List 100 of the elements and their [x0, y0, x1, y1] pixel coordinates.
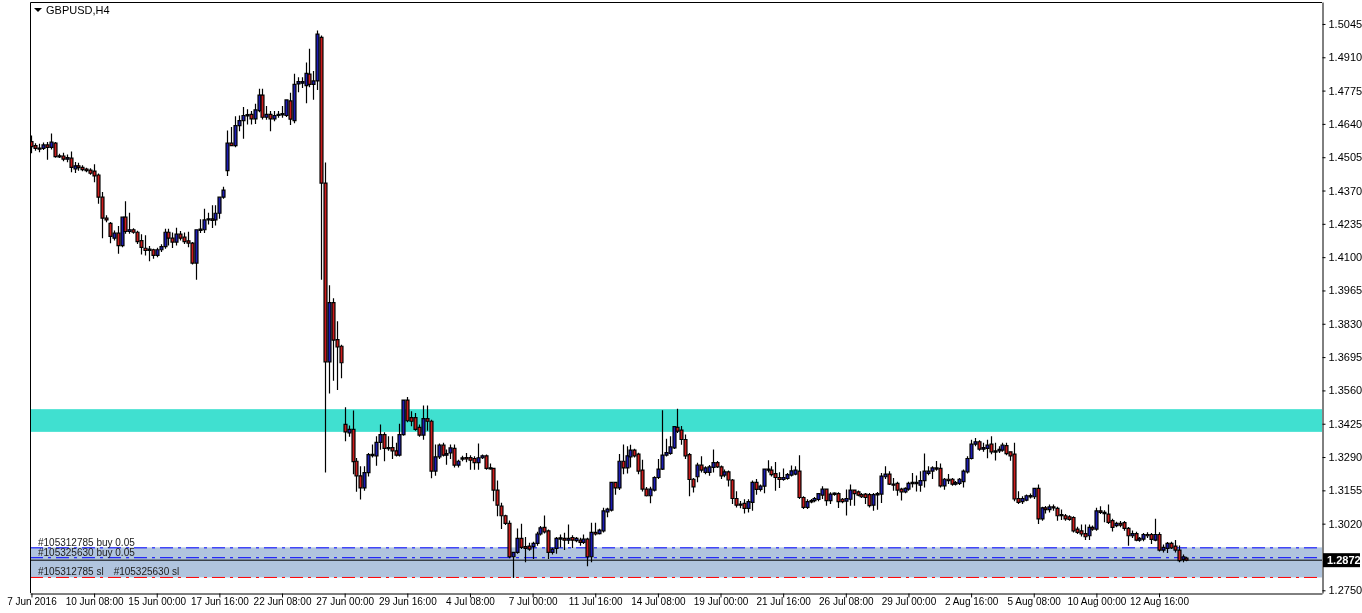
candlestick: [37, 143, 42, 153]
y-tick-label: 1.3560: [1328, 384, 1362, 397]
candlestick: [292, 73, 297, 124]
x-tick-label: 19 Jul 00:00: [693, 595, 749, 607]
x-tick-label: 26 Jul 08:00: [819, 595, 874, 607]
x-tick-label: 4 Jul 08:00: [445, 595, 496, 607]
candlestick: [836, 492, 841, 508]
candlestick: [601, 507, 606, 533]
x-tick-label: 27 Jun 00:00: [316, 595, 375, 607]
annotation: #105325630 sl: [113, 566, 180, 578]
candlestick: [950, 477, 955, 486]
candlestick: [578, 537, 583, 546]
ref-line-label: #105312785 sl: [38, 566, 104, 578]
chart-title: GBPUSD,H4: [46, 4, 110, 16]
candlestick: [773, 462, 778, 491]
y-tick-label: 1.4505: [1328, 151, 1362, 164]
candlestick: [182, 232, 187, 244]
candlestick: [789, 465, 794, 477]
x-tick-label: 10 Jun 08:00: [65, 595, 124, 607]
candlestick: [922, 453, 927, 488]
candlestick: [1059, 509, 1064, 521]
x-tick-label: 2 Aug 16:00: [944, 595, 999, 607]
candlestick: [76, 162, 81, 171]
candlestick: [276, 110, 281, 118]
y-tick-label: 1.4910: [1328, 51, 1362, 64]
candlestick: [1134, 531, 1139, 542]
candlestick: [554, 537, 559, 554]
candlestick: [1055, 506, 1060, 521]
candlestick: [863, 492, 868, 505]
candlestick: [151, 248, 156, 259]
x-tick-label: 21 Jul 16:00: [756, 595, 812, 607]
candlestick: [1094, 507, 1099, 531]
candlestick: [1141, 532, 1146, 542]
candlestick: [1114, 521, 1119, 528]
y-tick-label: 1.4235: [1328, 217, 1362, 230]
candlestick: [178, 230, 183, 241]
y-tick-label: 1.4640: [1328, 117, 1362, 130]
candlestick: [742, 499, 747, 514]
candlestick: [852, 489, 857, 506]
candlestick: [163, 228, 168, 249]
x-tick-label: 14 Jul 08:00: [631, 595, 687, 607]
candlestick: [1083, 524, 1088, 541]
x-tick-label: 5 Aug 08:00: [1007, 595, 1062, 607]
candlestick: [421, 405, 426, 440]
candlestick: [1000, 442, 1005, 452]
x-tick-label: 7 Jul 00:00: [508, 595, 558, 607]
candlestick: [844, 489, 849, 516]
candlestick: [80, 165, 85, 172]
candlestick: [750, 480, 755, 511]
candlestick: [452, 444, 457, 468]
candlestick: [210, 205, 215, 228]
candlestick: [914, 475, 919, 492]
candlestick: [260, 88, 265, 120]
y-tick-label: 1.3155: [1328, 484, 1362, 497]
candlestick: [1118, 521, 1123, 528]
candlestick: [139, 234, 144, 255]
x-tick-label: 12 Aug 16:00: [1130, 595, 1190, 607]
candlestick: [1024, 494, 1029, 502]
candlestick: [805, 499, 810, 509]
candlestick: [225, 130, 230, 177]
candlestick: [1071, 516, 1076, 533]
candlestick: [69, 151, 74, 173]
ref-line-label: #105312785 buy 0.05: [38, 536, 136, 548]
y-tick-label: 1.2750: [1328, 584, 1362, 597]
candlestick: [155, 247, 160, 258]
candlestick: [1036, 484, 1041, 525]
candlestick: [711, 449, 716, 473]
x-tick-label: 29 Jun 16:00: [378, 595, 438, 607]
x-tick-label: 11 Jul 16:00: [568, 595, 624, 607]
candlestick: [867, 492, 872, 508]
candlestick: [468, 455, 473, 470]
candlestick: [625, 446, 630, 474]
candlestick: [1079, 524, 1084, 537]
candlestick: [108, 222, 113, 244]
candlestick: [268, 110, 273, 132]
x-tick-label: 7 Jun 2016: [7, 595, 58, 607]
ref-line-label: 1.2872: [1327, 554, 1361, 567]
candlestick: [343, 407, 348, 442]
candlestick: [61, 152, 66, 162]
candlestick: [390, 436, 395, 460]
x-tick-label: 29 Jul 00:00: [881, 595, 937, 607]
y-tick-label: 1.4370: [1328, 184, 1362, 197]
y-tick-label: 1.3830: [1328, 317, 1362, 330]
candlestick: [166, 228, 171, 246]
y-tick-label: 1.4100: [1328, 251, 1362, 264]
candlestick: [1165, 542, 1170, 553]
candlestick: [1012, 442, 1017, 502]
candlestick: [1137, 536, 1142, 542]
candlestick: [84, 167, 89, 173]
candlestick: [719, 465, 724, 480]
y-tick-label: 1.3290: [1328, 451, 1362, 464]
candlestick: [828, 492, 833, 505]
candlestick: [824, 488, 829, 506]
y-tick-label: 1.3965: [1328, 284, 1362, 297]
candlestick: [1063, 513, 1068, 521]
candlestick: [202, 208, 207, 234]
candlestick: [1047, 504, 1052, 513]
candlestick: [241, 107, 246, 139]
candlestick: [233, 116, 238, 148]
candlestick: [977, 440, 982, 451]
